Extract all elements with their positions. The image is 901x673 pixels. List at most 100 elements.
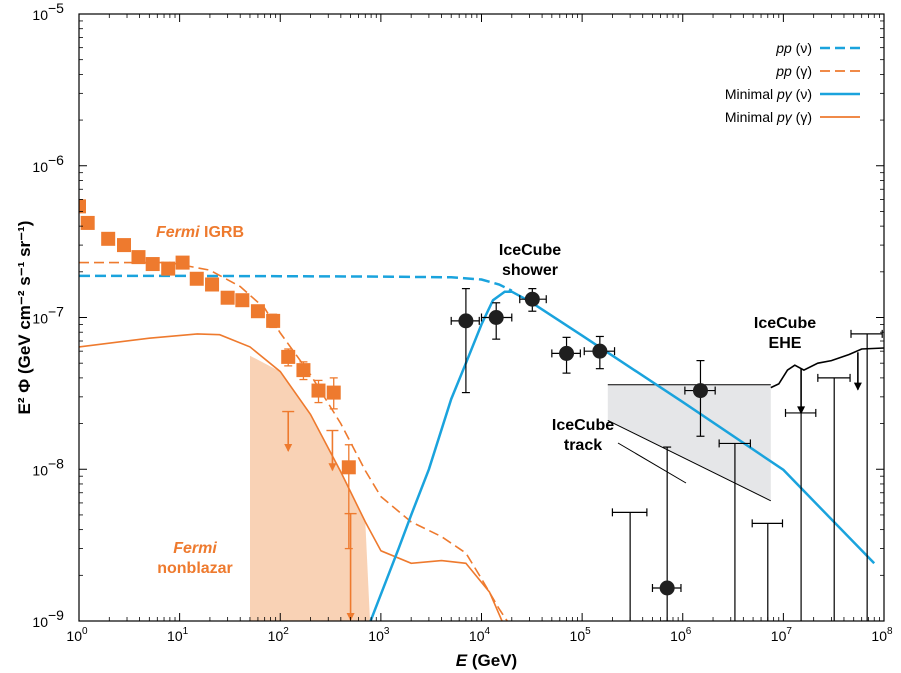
y-tick-label: 10 [32,311,48,327]
x-tick-label: 100 [66,626,88,644]
x-tick-base: 10 [469,628,485,644]
legend-label: Minimal pγ (ν) [725,86,812,102]
x-tick-label: 105 [570,626,592,644]
data-points [79,199,883,621]
y-tick-base: 10 [32,7,48,23]
fermi-igrb-italic: Fermi [156,224,200,241]
y-tick-exp: −5 [48,0,64,16]
x-tick-exp: 2 [283,626,289,637]
fermi-nonblazar-band [250,355,370,621]
fermi-igrb-point [80,215,95,230]
icecube-ehe-arrow-head [853,382,862,391]
x-axis-label-unit: (GeV) [472,651,517,670]
fermi-igrb-point [131,250,146,265]
legend-label: pp (γ) [775,63,812,79]
icecube-shower-line2: shower [502,262,558,279]
x-tick-base: 10 [268,628,284,644]
legend-label: pp (ν) [775,40,812,56]
fermi-igrb-label: Fermi IGRB [156,224,244,241]
icecube-ehe-curve [770,347,884,389]
x-tick-exp: 6 [686,626,692,637]
fermi-igrb-point [79,199,86,214]
fermi-igrb-point [296,363,311,378]
y-tick-base: 10 [32,159,48,175]
pp-gamma-curve [79,261,508,621]
pp-nu-curve [79,274,513,292]
fermi-nonblazar-italic: Fermi [173,540,217,557]
y-tick-exp: −6 [48,152,64,168]
y-tick-label: 10 [32,159,48,175]
pg-nu-curve [369,290,876,621]
x-tick-base: 10 [368,628,384,644]
fermi-igrb-point [161,261,176,276]
icecube-point [592,343,608,359]
legend-label-italic: pp [775,63,792,79]
y-tick-label: 10 [32,614,48,630]
fermi-upper-limit-head [328,463,337,472]
fermi-igrb-point [341,460,356,475]
icecube-point [488,310,504,325]
y-tick-base: 10 [32,311,48,327]
fermi-igrb-point [235,293,250,308]
icecube-point [524,291,540,307]
legend-label-rest: (γ) [792,63,812,79]
x-tick-label: 106 [670,626,692,644]
y-tick-exp: −7 [48,304,64,320]
fermi-igrb-point [101,231,116,246]
x-tick-exp: 4 [485,626,491,637]
icecube-point [659,580,675,596]
x-tick-base: 10 [771,628,787,644]
y-tick-label: 10 [32,462,48,478]
icecube-track-bottom-line [607,419,772,502]
icecube-ehe-line2: EHE [769,335,802,352]
x-axis-label: E (GeV) [456,651,517,670]
fermi-nonblazar-label: Fermi nonblazar [157,540,233,577]
fermi-igrb-point [266,313,281,328]
fermi-igrb-point [189,271,204,286]
x-tick-label: 103 [368,626,390,644]
x-tick-label: 101 [167,626,189,644]
shaded-regions [250,355,772,621]
x-tick-label: 108 [871,626,893,644]
legend-label-rest: (ν) [792,40,812,56]
fermi-igrb-point [220,290,235,305]
y-axis-label: E² Φ (GeV cm⁻² s⁻¹ sr⁻¹) [15,221,34,415]
x-tick-exp: 5 [585,626,591,637]
fermi-igrb-rest: IGRB [200,224,244,241]
legend-label: Minimal pγ (γ) [725,109,812,125]
icecube-track-pointer [617,442,687,484]
y-tick-exp: −8 [48,455,64,471]
fermi-upper-limit-head [284,443,293,452]
legend: pp (ν)pp (γ)Minimal pγ (ν)Minimal pγ (γ) [725,40,860,125]
legend-label-prefix: Minimal [725,86,777,102]
icecube-ehe-arrow-head [797,406,806,415]
icecube-point [559,345,575,361]
legend-label-italic: pγ [776,109,793,125]
fermi-igrb-point [281,349,296,364]
x-tick-label: 102 [268,626,290,644]
fermi-igrb-point [145,257,160,272]
x-tick-base: 10 [167,628,183,644]
y-tick-base: 10 [32,614,48,630]
x-tick-base: 10 [66,628,82,644]
x-tick-exp: 0 [82,626,88,637]
fermi-nonblazar-rest: nonblazar [157,560,233,577]
icecube-shower-label: IceCube shower [499,242,561,279]
x-tick-base: 10 [871,628,887,644]
fermi-igrb-point [116,238,131,253]
icecube-track-line1: IceCube [552,417,614,434]
x-tick-base: 10 [570,628,586,644]
y-tick-base: 10 [32,462,48,478]
icecube-track-line2: track [564,437,602,454]
fermi-igrb-point [175,255,190,270]
icecube-shower-line1: IceCube [499,242,561,259]
x-tick-base: 10 [670,628,686,644]
fermi-igrb-point [250,304,265,319]
x-tick-label: 107 [771,626,793,644]
x-tick-exp: 1 [183,626,189,637]
legend-label-prefix: Minimal [725,109,777,125]
icecube-ehe-line1: IceCube [754,315,816,332]
icecube-track-label: IceCube track [552,417,614,454]
x-tick-exp: 8 [887,626,893,637]
